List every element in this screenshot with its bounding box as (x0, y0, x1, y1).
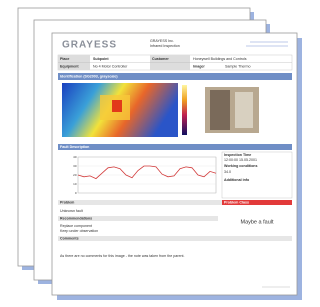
value: Honeywell Buildings and Controls (193, 57, 247, 61)
section-title: Fault Description (60, 145, 89, 149)
class-value: Maybe a fault (240, 219, 273, 225)
label: Recommendations (60, 216, 92, 220)
item: Keep under observation (60, 229, 98, 233)
hot-spot (112, 100, 122, 112)
item: Replace component (60, 224, 92, 228)
logo: GRAYESS (62, 40, 117, 51)
label: Additional info (224, 178, 250, 182)
section-title: Identification (SG2003, grayscale) (60, 74, 118, 78)
photo-part (210, 90, 230, 130)
label: Problem Class (224, 200, 249, 204)
company: GRAYESS Inc. (150, 39, 174, 43)
label: Working conditions (224, 164, 257, 168)
report-title: Infrared Inspection (150, 44, 180, 48)
photo-part (235, 92, 253, 128)
comment: As there are no comments for this image … (60, 254, 184, 258)
y-tick-label: 40 (73, 155, 77, 159)
label: Imager (193, 64, 205, 68)
value: 12:00:00 15.05.2001 (224, 158, 257, 162)
value: Unknown fault (60, 209, 83, 213)
value: Sample Thermo (225, 64, 251, 68)
value: No 4 Motor Controller (93, 64, 128, 68)
label: Problem (60, 200, 74, 204)
document-stack: GRAYESS GRAYESS Inc. Infrared Inspection… (0, 0, 308, 307)
y-tick-label: 30 (73, 164, 77, 168)
label: Subpoint (93, 57, 109, 61)
y-tick-label: 20 (73, 173, 77, 177)
label: Equipment (60, 64, 79, 68)
color-scale (182, 85, 187, 135)
label: Inspection Time (224, 153, 251, 157)
label: Comments (60, 236, 79, 240)
section-bar (58, 144, 292, 150)
label: Customer (152, 57, 169, 61)
row-bar (58, 236, 292, 241)
y-tick-label: 10 (73, 182, 77, 186)
label: Place (60, 57, 69, 61)
value: 34.0 (224, 170, 231, 174)
